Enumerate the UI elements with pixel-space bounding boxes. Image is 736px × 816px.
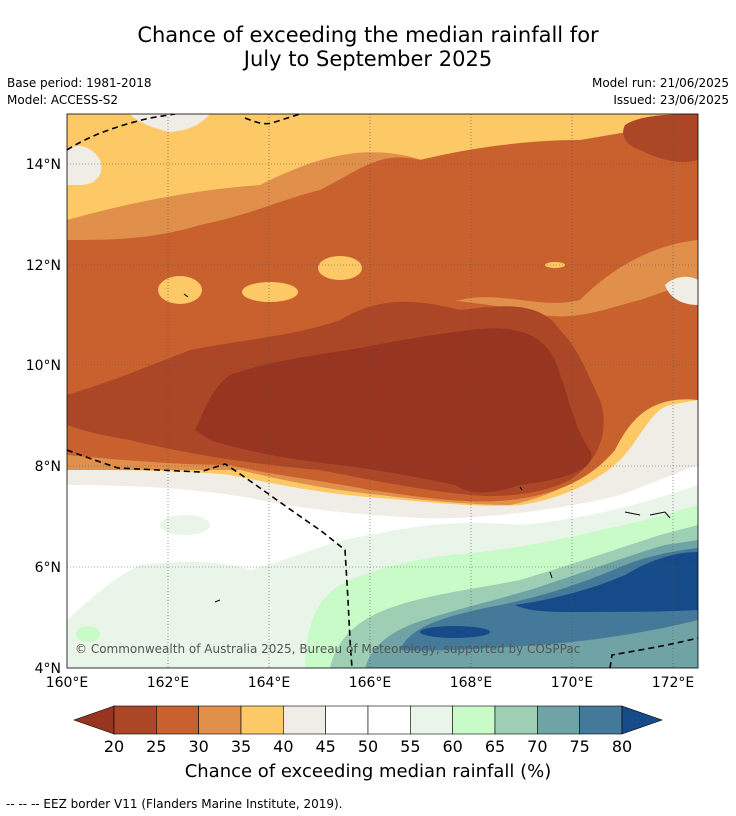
lon-tick: 170°E bbox=[551, 675, 594, 691]
colorbar-over-triangle bbox=[621, 705, 663, 735]
colorbar-swatch bbox=[537, 705, 580, 735]
colorbar-under-triangle bbox=[73, 705, 115, 735]
colorbar bbox=[73, 705, 663, 735]
lat-tick: 8°N bbox=[35, 459, 61, 475]
lat-tick: 10°N bbox=[26, 358, 61, 374]
copyright-text: © Commonwealth of Australia 2025, Bureau… bbox=[75, 642, 580, 656]
lat-tick: 4°N bbox=[35, 661, 61, 677]
colorbar-swatch bbox=[113, 705, 157, 735]
base-period-label: Base period: 1981-2018 bbox=[7, 76, 152, 90]
model-run-label: Model run: 21/06/2025 bbox=[591, 76, 729, 90]
colorbar-swatch bbox=[410, 705, 453, 735]
colorbar-swatch bbox=[452, 705, 496, 735]
lon-tick: 160°E bbox=[46, 675, 89, 691]
map-title-line2: July to September 2025 bbox=[243, 47, 493, 71]
lat-tick: 12°N bbox=[26, 258, 61, 274]
issued-label: Issued: 23/06/2025 bbox=[613, 93, 729, 107]
lon-tick: 164°E bbox=[248, 675, 291, 691]
colorbar-swatch bbox=[494, 705, 538, 735]
colorbar-tick-label: 35 bbox=[230, 737, 252, 756]
colorbar-swatch bbox=[156, 705, 199, 735]
colorbar-swatch bbox=[367, 705, 411, 735]
colorbar-tick-label: 25 bbox=[146, 737, 167, 756]
colorbar-tick-label: 20 bbox=[103, 737, 125, 756]
colorbar-tick-label: 65 bbox=[484, 737, 506, 756]
lon-axis: 160°E 162°E 164°E 166°E 168°E 170°E 172°… bbox=[46, 675, 695, 691]
colorbar-tick-label: 30 bbox=[188, 737, 209, 756]
eez-footnote: -- -- -- EEZ border V11 (Flanders Marine… bbox=[6, 797, 343, 811]
rainfall-contours bbox=[67, 114, 698, 668]
map-frame bbox=[66, 113, 699, 669]
colorbar-tick-label: 70 bbox=[527, 737, 548, 756]
eez-border bbox=[67, 114, 698, 668]
colorbar-swatch bbox=[325, 705, 369, 735]
lat-tick: 14°N bbox=[26, 157, 61, 173]
colorbar-swatch bbox=[240, 705, 284, 735]
model-label: Model: ACCESS-S2 bbox=[7, 93, 119, 107]
lat-axis: 14°N 12°N 10°N 8°N 6°N 4°N bbox=[26, 157, 61, 677]
lon-tick: 162°E bbox=[147, 675, 190, 691]
colorbar-tick-label: 75 bbox=[569, 737, 590, 756]
lat-tick: 6°N bbox=[35, 560, 61, 576]
graticule bbox=[67, 114, 698, 668]
colorbar-tick-label: 40 bbox=[273, 737, 294, 756]
colorbar-tick-label: 55 bbox=[400, 737, 421, 756]
lon-tick: 172°E bbox=[652, 675, 695, 691]
colorbar-tick-label: 80 bbox=[611, 737, 633, 756]
colorbar-swatch bbox=[198, 705, 242, 735]
lon-tick: 166°E bbox=[349, 675, 392, 691]
lon-tick: 168°E bbox=[450, 675, 493, 691]
colorbar-title: Chance of exceeding median rainfall (%) bbox=[184, 761, 552, 782]
map-title-line1: Chance of exceeding the median rainfall … bbox=[137, 23, 599, 47]
colorbar-tick-label: 50 bbox=[357, 737, 379, 756]
islands bbox=[183, 293, 671, 603]
colorbar-tick-label: 45 bbox=[315, 737, 336, 756]
colorbar-swatch bbox=[579, 705, 623, 735]
colorbar-tick-label: 60 bbox=[442, 737, 463, 756]
colorbar-swatch bbox=[283, 705, 326, 735]
